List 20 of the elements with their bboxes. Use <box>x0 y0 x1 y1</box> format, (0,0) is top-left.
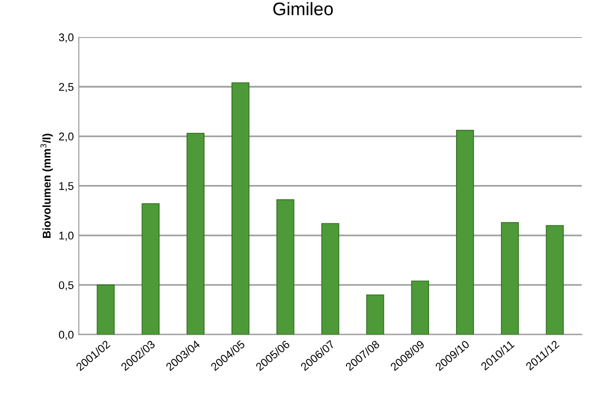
y-tick-label: 0,5 <box>58 281 74 290</box>
y-tick-label: 1,5 <box>59 182 74 192</box>
chart-title: Gimileo <box>273 2 333 16</box>
y-tick-label: 0,0 <box>58 330 74 340</box>
y-tick-label: 1,0 <box>59 232 74 241</box>
y-tick-label: 2,0 <box>59 132 74 142</box>
y-tick-label: 3,0 <box>58 33 74 43</box>
bar <box>366 294 384 335</box>
bar <box>321 223 340 335</box>
bar <box>456 130 474 335</box>
bar <box>96 284 115 335</box>
bar <box>546 225 564 335</box>
bar <box>232 82 250 335</box>
bar <box>411 280 430 335</box>
bar <box>142 203 160 335</box>
bar <box>276 199 294 335</box>
bar <box>500 222 519 335</box>
y-axis-title: Biovolumen (mm$^{3}$/l) <box>40 134 53 238</box>
y-tick-label: 2,5 <box>59 82 74 92</box>
bar <box>186 132 204 335</box>
